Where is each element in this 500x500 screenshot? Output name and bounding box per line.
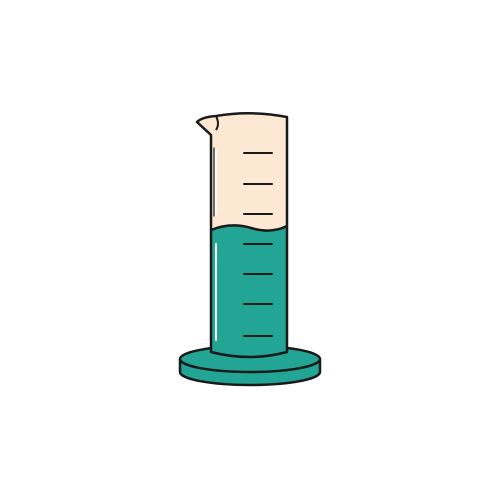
liquid-surface xyxy=(210,224,288,232)
cylinder-base xyxy=(178,344,322,387)
graduation-marks xyxy=(243,152,273,337)
cylinder-glass xyxy=(197,113,287,231)
spout-lip xyxy=(215,115,219,131)
liquid-fill xyxy=(211,225,287,357)
cylinder-outline xyxy=(195,111,289,359)
